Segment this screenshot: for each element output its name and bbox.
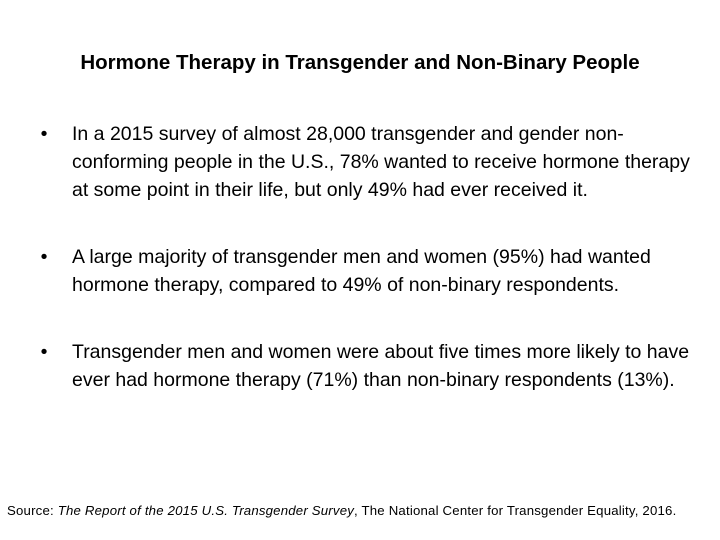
bullet-text: In a 2015 survey of almost 28,000 transg… <box>72 123 690 201</box>
bullet-text: Transgender men and women were about fiv… <box>72 341 690 391</box>
bullet-text: A large majority of transgender men and … <box>72 246 651 296</box>
bullet-item-survey-overview: • In a 2015 survey of almost 28,000 tran… <box>34 120 706 204</box>
source-report-title: The Report of the 2015 U.S. Transgender … <box>57 503 355 518</box>
source-citation: Source: The Report of the 2015 U.S. Tran… <box>7 502 717 520</box>
slide-title: Hormone Therapy in Transgender and Non-B… <box>80 51 640 74</box>
bullet-icon: • <box>40 123 48 145</box>
bullet-item-wanted-therapy: • A large majority of transgender men an… <box>34 243 706 299</box>
source-prefix: Source: <box>7 503 58 518</box>
bullet-item-received-therapy: • Transgender men and women were about f… <box>34 338 706 394</box>
bullet-icon: • <box>40 341 48 363</box>
source-publisher: , The National Center for Transgender Eq… <box>354 503 677 518</box>
bullet-list: • In a 2015 survey of almost 28,000 tran… <box>34 120 706 394</box>
bullet-icon: • <box>40 246 48 268</box>
